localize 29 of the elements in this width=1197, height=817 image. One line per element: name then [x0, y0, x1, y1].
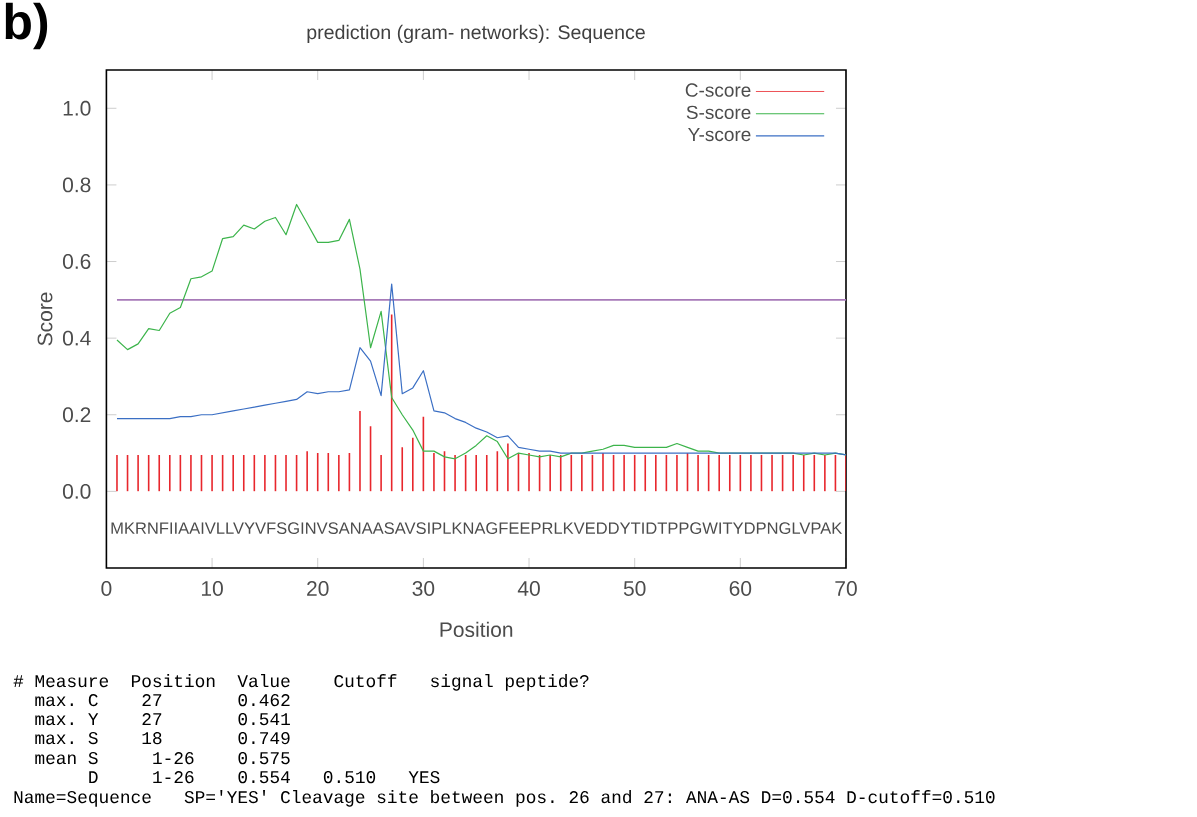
x-tick-label: 10 [201, 581, 223, 596]
text: max. Y 27 0.541 [35, 713, 290, 726]
y-tick-label: 0.2 [62, 407, 91, 423]
y-tick-label: 0.4 [62, 330, 91, 346]
x-tick-label: 60 [729, 581, 752, 596]
y-tick-label: 0.6 [62, 254, 91, 269]
x-tick-label: 50 [623, 581, 646, 596]
legend-label: Y-score [688, 127, 751, 142]
x-tick-label: 30 [412, 581, 435, 596]
chart-title: prediction (gram- networks): Sequence [307, 24, 645, 44]
text: b) [5, 2, 48, 50]
text: max. C 27 0.462 [35, 694, 290, 707]
x-axis-title: Position [440, 621, 513, 638]
legend-label: S-score [686, 105, 751, 120]
text: Name=Sequence SP='YES' Cleavage site between pos. 26 and 27: ANA-AS D=0.554 D-cutoff=0.510 [14, 790, 995, 807]
text: max. S 18 0.749 [35, 732, 290, 745]
text: # Measure Position Value Cutoff signal peptide? [13, 674, 589, 691]
y-tick-label: 0.8 [62, 177, 91, 193]
y-tick-label: 0.0 [62, 483, 91, 499]
legend-label: C-score [685, 83, 751, 97]
text: D 1-26 0.554 0.510 YES [89, 771, 440, 784]
x-tick-label: 40 [517, 581, 540, 596]
y-axis-title: Score [37, 292, 53, 346]
y-tick-label: 1.0 [63, 100, 91, 116]
x-tick-label: 0 [101, 581, 112, 596]
text: mean S 1-26 0.575 [35, 752, 290, 765]
x-tick-label: 70 [835, 581, 857, 596]
annotation: MKRNFIIAAIVLLVYVFSGINVSANAASAVSIPLKNAGFEEPRLKVEDDYTIDTPPGWITYDPNGLVPAK [111, 522, 843, 534]
x-tick-label: 20 [307, 581, 329, 596]
